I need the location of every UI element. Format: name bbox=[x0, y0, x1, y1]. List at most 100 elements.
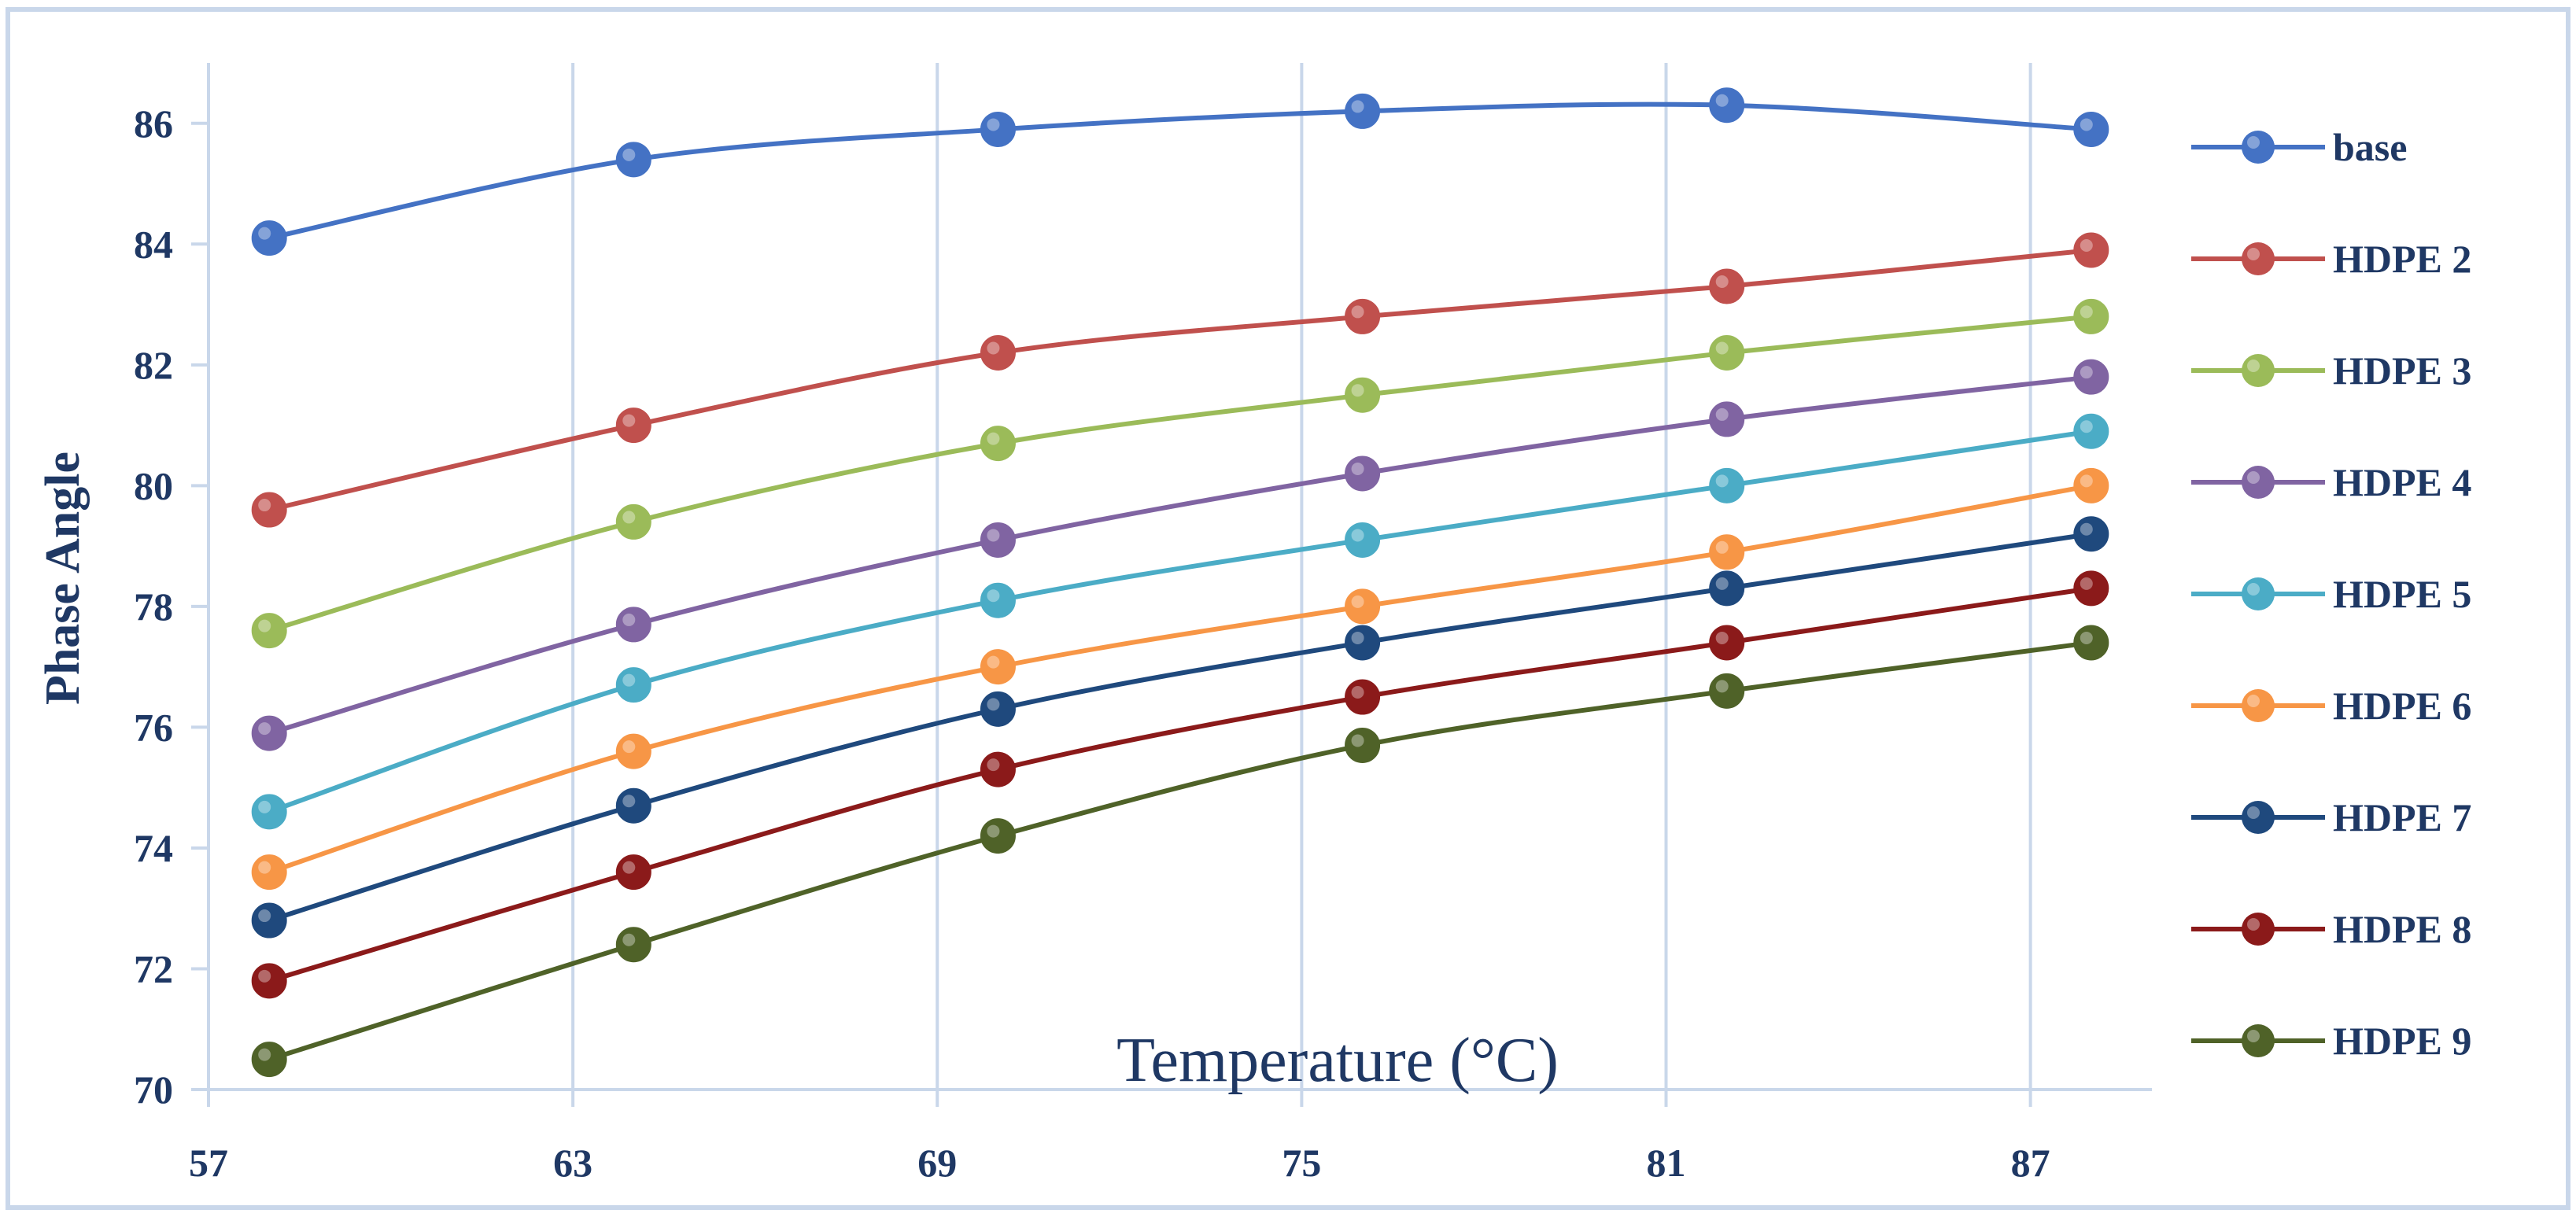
legend-item: HDPE 5 bbox=[2191, 572, 2471, 616]
data-point-highlight bbox=[2080, 577, 2093, 590]
data-point-highlight bbox=[2080, 474, 2093, 488]
data-point bbox=[980, 582, 1016, 618]
data-point bbox=[251, 902, 287, 939]
data-point-highlight bbox=[258, 722, 271, 736]
series-line bbox=[268, 247, 2092, 512]
data-point-highlight bbox=[622, 861, 636, 874]
data-point bbox=[1709, 268, 1745, 304]
data-point-highlight bbox=[258, 227, 271, 240]
data-point-highlight bbox=[2080, 366, 2093, 379]
data-point bbox=[2073, 625, 2109, 661]
data-point-highlight bbox=[622, 673, 636, 687]
data-point-highlight bbox=[987, 698, 1000, 711]
series-hdpe-2 bbox=[251, 232, 2109, 528]
y-tick-label: 70 bbox=[134, 1068, 173, 1112]
data-point-highlight bbox=[2080, 305, 2093, 319]
data-point bbox=[2073, 516, 2109, 552]
legend-marker bbox=[2242, 354, 2275, 387]
data-point bbox=[1345, 93, 1381, 129]
legend-item: HDPE 3 bbox=[2191, 349, 2471, 393]
data-point-highlight bbox=[1351, 100, 1364, 113]
series-hdpe-6 bbox=[251, 467, 2109, 891]
data-point bbox=[251, 1042, 287, 1078]
x-tick-label: 87 bbox=[2011, 1141, 2050, 1185]
axis-layer: 57 63 69 75 81 87 70 72 74 76 78 80 82 84 86 bbox=[134, 63, 2152, 1185]
data-point bbox=[615, 142, 651, 178]
data-point-highlight bbox=[1715, 631, 1729, 644]
data-point-highlight bbox=[1715, 540, 1729, 554]
data-point-highlight bbox=[258, 1048, 271, 1061]
y-tick-label: 76 bbox=[134, 705, 173, 749]
data-point bbox=[980, 426, 1016, 462]
data-point-highlight bbox=[1715, 680, 1729, 693]
y-tick-label: 86 bbox=[134, 101, 173, 146]
data-point bbox=[2073, 570, 2109, 607]
data-point-highlight bbox=[2080, 420, 2093, 433]
legend-marker-highlight bbox=[2247, 360, 2260, 372]
data-point bbox=[2073, 359, 2109, 395]
legend-marker bbox=[2242, 913, 2275, 946]
data-point-highlight bbox=[1351, 384, 1364, 397]
data-point bbox=[1345, 298, 1381, 334]
data-point bbox=[615, 927, 651, 963]
series-line bbox=[268, 640, 2092, 1062]
data-point-highlight bbox=[1351, 463, 1364, 475]
data-point bbox=[1345, 679, 1381, 715]
data-point-highlight bbox=[987, 341, 1000, 355]
data-point bbox=[1709, 570, 1745, 607]
data-point-highlight bbox=[1715, 408, 1729, 421]
data-point-highlight bbox=[1351, 595, 1364, 608]
data-point bbox=[1709, 87, 1745, 124]
data-point-highlight bbox=[1715, 341, 1729, 355]
data-point bbox=[1709, 467, 1745, 503]
data-point-highlight bbox=[622, 740, 636, 754]
data-point bbox=[980, 691, 1016, 727]
y-tick-label: 78 bbox=[134, 585, 173, 629]
data-point bbox=[980, 649, 1016, 685]
data-point-highlight bbox=[622, 795, 636, 808]
data-point bbox=[251, 963, 287, 999]
legend-marker-highlight bbox=[2247, 1030, 2260, 1042]
data-point-highlight bbox=[1715, 275, 1729, 289]
series-hdpe-7 bbox=[251, 516, 2109, 939]
legend-item: base bbox=[2191, 125, 2407, 169]
data-point-highlight bbox=[987, 118, 1000, 131]
series-hdpe-4 bbox=[251, 359, 2109, 751]
data-point bbox=[2073, 467, 2109, 503]
series-hdpe-8 bbox=[251, 570, 2109, 999]
data-point-highlight bbox=[1351, 686, 1364, 699]
data-point-highlight bbox=[987, 589, 1000, 603]
data-point bbox=[615, 503, 651, 540]
data-point bbox=[1709, 334, 1745, 371]
data-point bbox=[615, 733, 651, 769]
data-point bbox=[980, 334, 1016, 371]
data-point bbox=[1709, 401, 1745, 437]
data-point-highlight bbox=[258, 800, 271, 813]
series-line bbox=[268, 101, 2092, 241]
y-tick-label: 82 bbox=[134, 343, 173, 387]
data-point-highlight bbox=[1351, 631, 1364, 644]
legend: base HDPE 2 HDPE 3 HDPE 4 HDPE 5 HDPE 6 HDPE 7… bbox=[2191, 125, 2471, 1063]
legend-marker bbox=[2242, 131, 2275, 164]
legend-label: HDPE 8 bbox=[2333, 907, 2471, 951]
data-point bbox=[1345, 455, 1381, 492]
series-hdpe-3 bbox=[251, 298, 2109, 649]
data-point-highlight bbox=[987, 655, 1000, 669]
data-point-highlight bbox=[2080, 522, 2093, 536]
y-tick-label: 80 bbox=[134, 463, 173, 507]
data-point-highlight bbox=[258, 499, 271, 512]
data-point-highlight bbox=[987, 758, 1000, 772]
legend-marker bbox=[2242, 242, 2275, 275]
data-point-highlight bbox=[2080, 118, 2093, 131]
series-line bbox=[268, 585, 2092, 983]
series-line bbox=[268, 429, 2092, 814]
legend-label: base bbox=[2333, 125, 2407, 169]
data-point bbox=[251, 794, 287, 830]
data-point-highlight bbox=[2080, 238, 2093, 252]
data-point bbox=[980, 818, 1016, 854]
x-tick-label: 69 bbox=[917, 1141, 957, 1185]
legend-label: HDPE 2 bbox=[2333, 237, 2471, 281]
data-point bbox=[615, 787, 651, 824]
